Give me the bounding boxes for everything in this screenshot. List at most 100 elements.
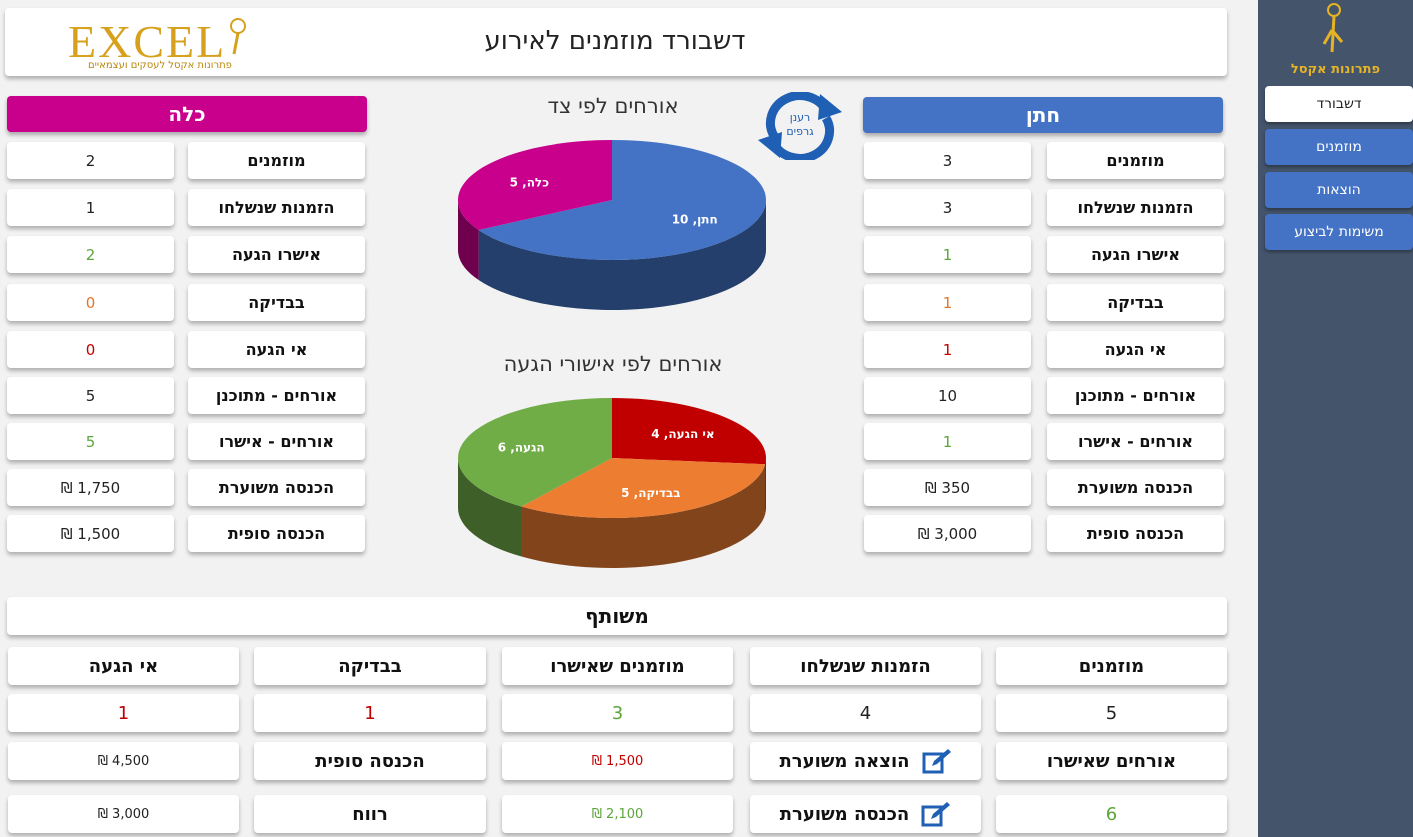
nav-item-expenses[interactable]: הוצאות bbox=[1265, 172, 1413, 208]
bride-row-value: ₪ 1,500 bbox=[7, 515, 174, 552]
groom-row-value: ₪ 350 bbox=[864, 469, 1031, 506]
edit-icon[interactable] bbox=[921, 801, 951, 827]
shared-header: משותף bbox=[7, 597, 1227, 635]
groom-row-label: מוזמנים bbox=[1047, 142, 1224, 179]
groom-row-value: 1 bbox=[864, 331, 1031, 368]
groom-row-label: אורחים - אישרו bbox=[1047, 423, 1224, 460]
shared-col-value: 3 bbox=[502, 694, 733, 732]
nav-item-dashboard[interactable]: דשבורד bbox=[1265, 86, 1413, 122]
pie-slice-side bbox=[458, 458, 522, 557]
groom-row-value: ₪ 3,000 bbox=[864, 515, 1031, 552]
confirmed-guests-value: 6 bbox=[996, 795, 1227, 833]
pie-data-label: כלה, 5 bbox=[510, 175, 550, 189]
expected-income-label: הכנסה משוערת bbox=[779, 803, 910, 825]
pie-data-label: הגעה, 6 bbox=[498, 441, 545, 455]
lightbulb-icon bbox=[230, 18, 246, 34]
refresh-label-line2: גרפים bbox=[786, 125, 814, 138]
groom-row-label: הכנסה סופית bbox=[1047, 515, 1224, 552]
chart-title-by-side: אורחים לפי צד bbox=[547, 94, 679, 118]
bride-row-value: 5 bbox=[7, 423, 174, 460]
groom-row-label: אי הגעה bbox=[1047, 331, 1224, 368]
bride-row-label: אי הגעה bbox=[188, 331, 365, 368]
final-income-value: ₪ 4,500 bbox=[8, 742, 239, 780]
sidebar: פתרונות אקסל דשבורד מוזמנים הוצאות משימו… bbox=[1258, 0, 1413, 837]
pie-slice-side bbox=[478, 200, 766, 310]
pie-slice bbox=[478, 140, 766, 260]
bride-row-value: 2 bbox=[7, 236, 174, 273]
shared-col-value: 4 bbox=[750, 694, 981, 732]
nav-item-guests[interactable]: מוזמנים bbox=[1265, 129, 1413, 165]
pie-slice-side bbox=[765, 458, 766, 515]
groom-row-label: הכנסה משוערת bbox=[1047, 469, 1224, 506]
header-bar bbox=[5, 8, 1227, 76]
bride-row-label: אורחים - מתוכנן bbox=[188, 377, 365, 414]
groom-row-label: בבדיקה bbox=[1047, 284, 1224, 321]
pie-slice bbox=[458, 140, 612, 230]
expected-income-value: ₪ 2,100 bbox=[502, 795, 733, 833]
shared-col-header: מוזמנים bbox=[996, 647, 1227, 685]
final-income-label: הכנסה סופית bbox=[254, 742, 486, 780]
bride-row-value: ₪ 1,750 bbox=[7, 469, 174, 506]
bride-row-label: מוזמנים bbox=[188, 142, 365, 179]
groom-header: חתן bbox=[863, 97, 1223, 133]
groom-row-label: הזמנות שנשלחו bbox=[1047, 189, 1224, 226]
expected-income-button[interactable]: הכנסה משוערת bbox=[750, 795, 981, 833]
shared-col-value: 1 bbox=[8, 694, 239, 732]
sidebar-logo: פתרונות אקסל bbox=[1288, 0, 1383, 80]
shared-col-header: מוזמנים שאישרו bbox=[502, 647, 733, 685]
bride-row-value: 0 bbox=[7, 284, 174, 321]
groom-row-value: 1 bbox=[864, 284, 1031, 321]
lightbulb-icon bbox=[1327, 3, 1341, 17]
groom-row-value: 1 bbox=[864, 423, 1031, 460]
bride-row-label: אישרו הגעה bbox=[188, 236, 365, 273]
logo-wordmark: EXCEL bbox=[68, 16, 226, 67]
pie-chart-by-side: חתן, 10 כלה, 5 bbox=[458, 140, 766, 310]
bride-row-label: אורחים - אישרו bbox=[188, 423, 365, 460]
refresh-icon bbox=[758, 91, 842, 163]
pie-data-label: חתן, 10 bbox=[672, 213, 718, 227]
excel-logo: EXCEL bbox=[68, 14, 258, 76]
groom-row-label: אורחים - מתוכנן bbox=[1047, 377, 1224, 414]
shared-col-header: בבדיקה bbox=[254, 647, 486, 685]
groom-row-value: 3 bbox=[864, 189, 1031, 226]
bride-row-value: 2 bbox=[7, 142, 174, 179]
bride-row-value: 5 bbox=[7, 377, 174, 414]
logo-tagline: פתרונות אקסל לעסקים ועצמאיים bbox=[88, 60, 232, 71]
profit-label: רווח bbox=[254, 795, 486, 833]
refresh-charts-button[interactable]: רענן גרפים bbox=[756, 91, 844, 163]
shared-col-header: הזמנות שנשלחו bbox=[750, 647, 981, 685]
bride-row-value: 1 bbox=[7, 189, 174, 226]
shared-col-header: אי הגעה bbox=[8, 647, 239, 685]
pie-data-label: אי הגעה, 4 bbox=[651, 427, 714, 441]
pie-chart-by-rsvp: אי הגעה, 4 בבדיקה, 5 הגעה, 6 bbox=[457, 398, 766, 568]
bride-header: כלה bbox=[7, 96, 367, 132]
nav-item-tasks[interactable]: משימות לביצוע bbox=[1265, 214, 1413, 250]
edit-icon[interactable] bbox=[922, 748, 952, 774]
bride-row-label: בבדיקה bbox=[188, 284, 365, 321]
groom-row-value: 3 bbox=[864, 142, 1031, 179]
shared-col-value: 5 bbox=[996, 694, 1227, 732]
profit-value: ₪ 3,000 bbox=[8, 795, 239, 833]
bride-row-label: הזמנות שנשלחו bbox=[188, 189, 365, 226]
pie-slice bbox=[457, 398, 612, 507]
chart-title-by-rsvp: אורחים לפי אישורי הגעה bbox=[503, 352, 723, 376]
expected-expense-button[interactable]: הוצאה משוערת bbox=[750, 742, 981, 780]
expected-expense-value: ₪ 1,500 bbox=[502, 742, 733, 780]
page-title: דשבורד מוזמנים לאירוע bbox=[484, 26, 746, 56]
sidebar-logo-text: פתרונות אקסל bbox=[1290, 62, 1381, 77]
bride-row-value: 0 bbox=[7, 331, 174, 368]
confirmed-guests-label: אורחים שאישרו bbox=[996, 742, 1227, 780]
shared-col-value: 1 bbox=[254, 694, 486, 732]
refresh-label-line1: רענן bbox=[789, 111, 811, 124]
pie-slice-side bbox=[458, 200, 479, 280]
pie-slice-side bbox=[521, 464, 766, 568]
pie-data-label: בבדיקה, 5 bbox=[621, 486, 680, 500]
pie-slice bbox=[612, 398, 766, 465]
pie-slice bbox=[521, 458, 766, 518]
bride-row-label: הכנסה משוערת bbox=[188, 469, 365, 506]
bride-row-label: הכנסה סופית bbox=[188, 515, 365, 552]
groom-row-value: 1 bbox=[864, 236, 1031, 273]
expected-expense-label: הוצאה משוערת bbox=[779, 750, 910, 772]
groom-row-value: 10 bbox=[864, 377, 1031, 414]
groom-row-label: אישרו הגעה bbox=[1047, 236, 1224, 273]
